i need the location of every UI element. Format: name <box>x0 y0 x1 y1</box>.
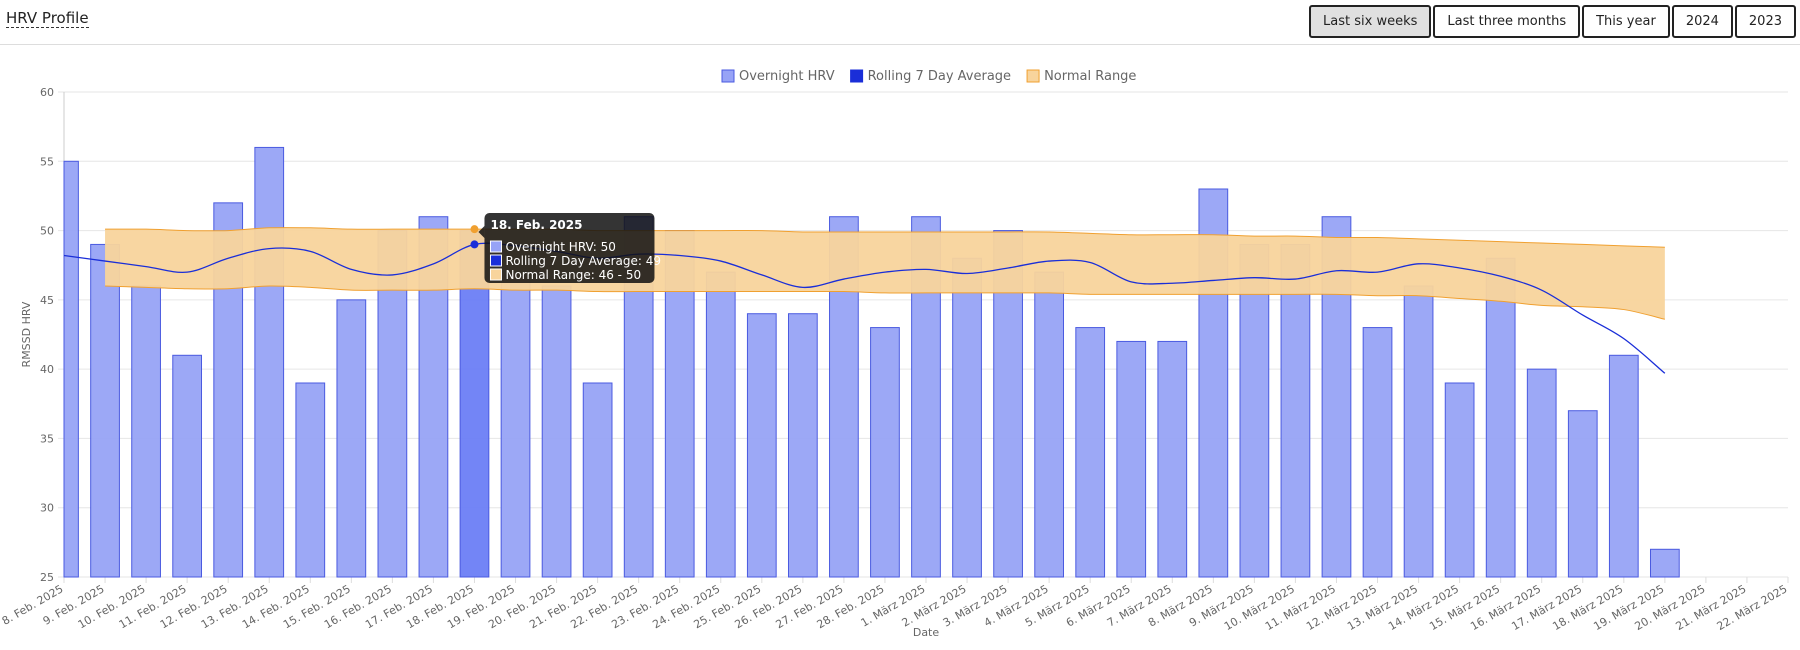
y-tick-label: 60 <box>40 86 54 99</box>
tooltip-swatch <box>489 268 502 281</box>
legend-label: Normal Range <box>1044 69 1136 84</box>
y-tick-label: 30 <box>40 502 54 515</box>
bar <box>582 382 613 578</box>
normal-range-lower <box>105 285 1665 320</box>
range-button[interactable]: Last six weeks <box>1309 5 1432 38</box>
bar <box>1157 340 1188 578</box>
x-axis-title: Date <box>913 626 940 639</box>
x-tick-label: 22. März 2025 <box>1715 582 1790 633</box>
legend-label: Rolling 7 Day Average <box>868 69 1011 84</box>
bar <box>541 285 572 578</box>
header: HRV Profile Last six weeks Last three mon… <box>0 0 1800 45</box>
range-button[interactable]: 2024 <box>1671 5 1733 38</box>
y-tick-label: 55 <box>40 155 54 168</box>
y-tick-label: 35 <box>40 432 54 445</box>
bar <box>1075 327 1106 578</box>
range-button[interactable]: 2023 <box>1734 5 1796 38</box>
bar <box>172 354 203 578</box>
bar <box>336 299 367 578</box>
bar <box>1485 257 1516 578</box>
bar <box>131 285 161 578</box>
y-tick-label: 25 <box>40 571 54 584</box>
bar <box>787 313 818 578</box>
bar <box>1034 271 1065 578</box>
hover-point <box>470 225 479 234</box>
bar <box>1608 354 1639 578</box>
hover-point <box>470 240 479 249</box>
y-axis-title: RMSSD HRV <box>20 301 33 367</box>
bar <box>952 257 982 578</box>
bar <box>1280 243 1311 578</box>
bar <box>746 313 777 578</box>
rolling-average-line <box>63 242 1666 374</box>
bar <box>63 160 79 578</box>
y-tick-label: 50 <box>40 225 54 238</box>
bar <box>1116 340 1147 578</box>
range-button[interactable]: Last three months <box>1433 5 1581 38</box>
tooltip-swatch <box>489 240 502 253</box>
tooltip-line: Rolling 7 Day Average: 49 <box>505 254 661 268</box>
tooltip-swatch <box>489 254 502 267</box>
bar <box>1403 285 1434 578</box>
bar <box>1649 548 1680 578</box>
bar <box>254 146 285 578</box>
bar <box>295 382 326 578</box>
bar <box>1362 327 1393 578</box>
legend-swatch <box>850 69 864 83</box>
bar <box>1567 410 1598 578</box>
bar <box>500 271 531 578</box>
bar <box>705 271 736 578</box>
page-title: HRV Profile <box>6 9 89 28</box>
y-tick-label: 45 <box>40 294 54 307</box>
range-buttons: Last six weeks Last three months This year… <box>1307 5 1796 38</box>
bar <box>1526 368 1557 578</box>
legend-label: Overnight HRV <box>739 69 835 84</box>
y-tick-label: 40 <box>40 363 54 376</box>
normal-range-upper <box>105 227 1665 248</box>
bar <box>1444 382 1475 578</box>
bar <box>1239 243 1270 578</box>
tooltip-line: Normal Range: 46 - 50 <box>505 268 641 282</box>
bar <box>90 243 120 578</box>
bar <box>870 327 900 578</box>
tooltip-box <box>484 213 655 283</box>
range-button[interactable]: This year <box>1582 5 1670 38</box>
legend-swatch <box>721 69 735 83</box>
tooltip-caret <box>478 226 485 238</box>
tooltip-line: Overnight HRV: 50 <box>505 240 615 254</box>
tooltip-title: 18. Feb. 2025 <box>490 218 582 232</box>
legend-swatch <box>1026 69 1040 83</box>
